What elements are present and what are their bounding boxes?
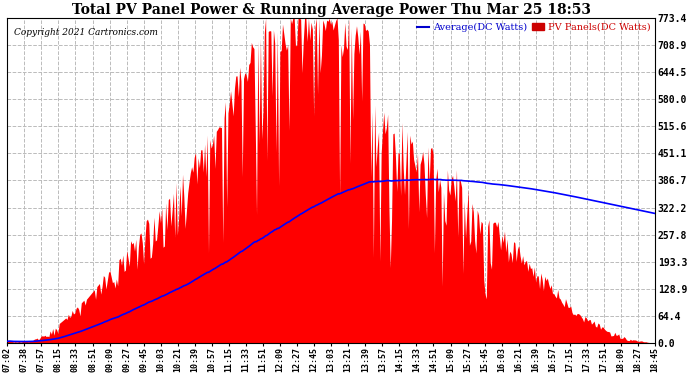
Legend: Average(DC Watts), PV Panels(DC Watts): Average(DC Watts), PV Panels(DC Watts) xyxy=(413,19,654,36)
Text: Copyright 2021 Cartronics.com: Copyright 2021 Cartronics.com xyxy=(14,28,157,37)
Title: Total PV Panel Power & Running Average Power Thu Mar 25 18:53: Total PV Panel Power & Running Average P… xyxy=(72,3,591,17)
